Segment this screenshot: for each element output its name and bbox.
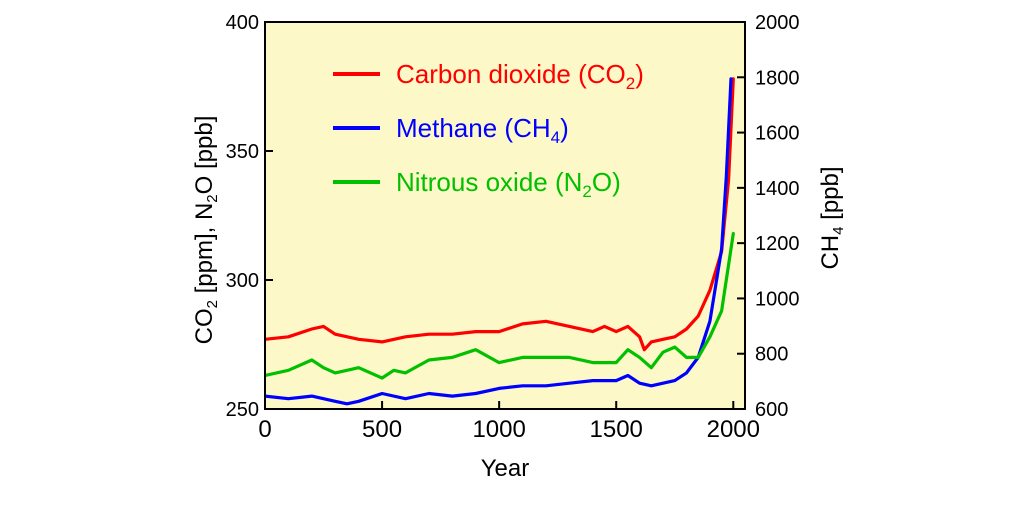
y-left-tick-label: 300 <box>226 270 259 292</box>
y-left-tick-label: 350 <box>226 141 259 163</box>
y-axis-right-title: CH4 [ppb] <box>817 166 847 269</box>
legend: Carbon dioxide (CO2) Methane (CH4) Nitro… <box>333 59 644 201</box>
x-axis-title: Year <box>481 455 530 482</box>
lines-layer <box>265 77 735 406</box>
x-tick-label: 0 <box>258 416 271 443</box>
x-tick-label: 1000 <box>472 416 525 443</box>
y-right-tick-label: 1200 <box>755 233 800 255</box>
y-left-tick-label: 250 <box>226 399 259 421</box>
y-axis-left-title: CO2 [ppm], N2O [ppb] <box>191 116 221 345</box>
series-line-ch4 <box>265 77 733 406</box>
y-right-tick-label: 600 <box>755 399 788 421</box>
legend-label-co2: Carbon dioxide (CO2) <box>396 59 644 93</box>
series-line-n2o <box>265 232 735 380</box>
series-line-co2 <box>265 77 735 352</box>
legend-label-n2o: Nitrous oxide (N2O) <box>396 167 621 201</box>
y-left-tick-label: 400 <box>226 12 259 34</box>
y-right-tick-label: 800 <box>755 344 788 366</box>
y-right-tick-label: 2000 <box>755 12 800 34</box>
y-right-tick-label: 1400 <box>755 178 800 200</box>
x-tick-label: 500 <box>362 416 402 443</box>
legend-label-ch4: Methane (CH4) <box>396 113 569 147</box>
ticks-layer: 0 500 1000 1500 2000 250 300 350 400 600 800 1000 12… <box>226 12 800 443</box>
y-right-tick-label: 1600 <box>755 123 800 145</box>
plot-background <box>265 22 745 409</box>
plot-frame <box>264 21 746 410</box>
x-tick-label: 1500 <box>590 416 643 443</box>
x-tick-label: 2000 <box>707 416 760 443</box>
y-right-tick-label: 1000 <box>755 288 800 310</box>
y-right-tick-label: 1800 <box>755 67 800 89</box>
